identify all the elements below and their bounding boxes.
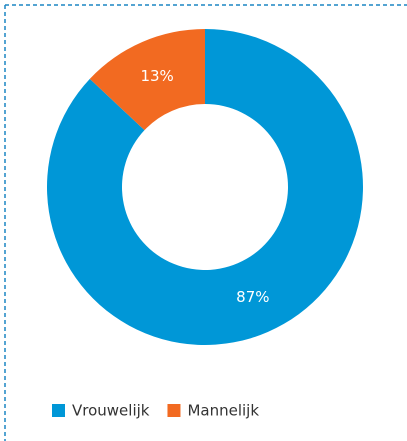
legend-swatch [52, 404, 65, 417]
legend-label: Vrouwelijk [72, 402, 150, 420]
legend-label: Mannelijk [187, 402, 259, 420]
slice [46, 29, 363, 345]
legend-swatch [167, 404, 181, 417]
data-label: 87% [236, 288, 269, 306]
slice [89, 29, 205, 131]
data-label: 13% [140, 67, 173, 85]
